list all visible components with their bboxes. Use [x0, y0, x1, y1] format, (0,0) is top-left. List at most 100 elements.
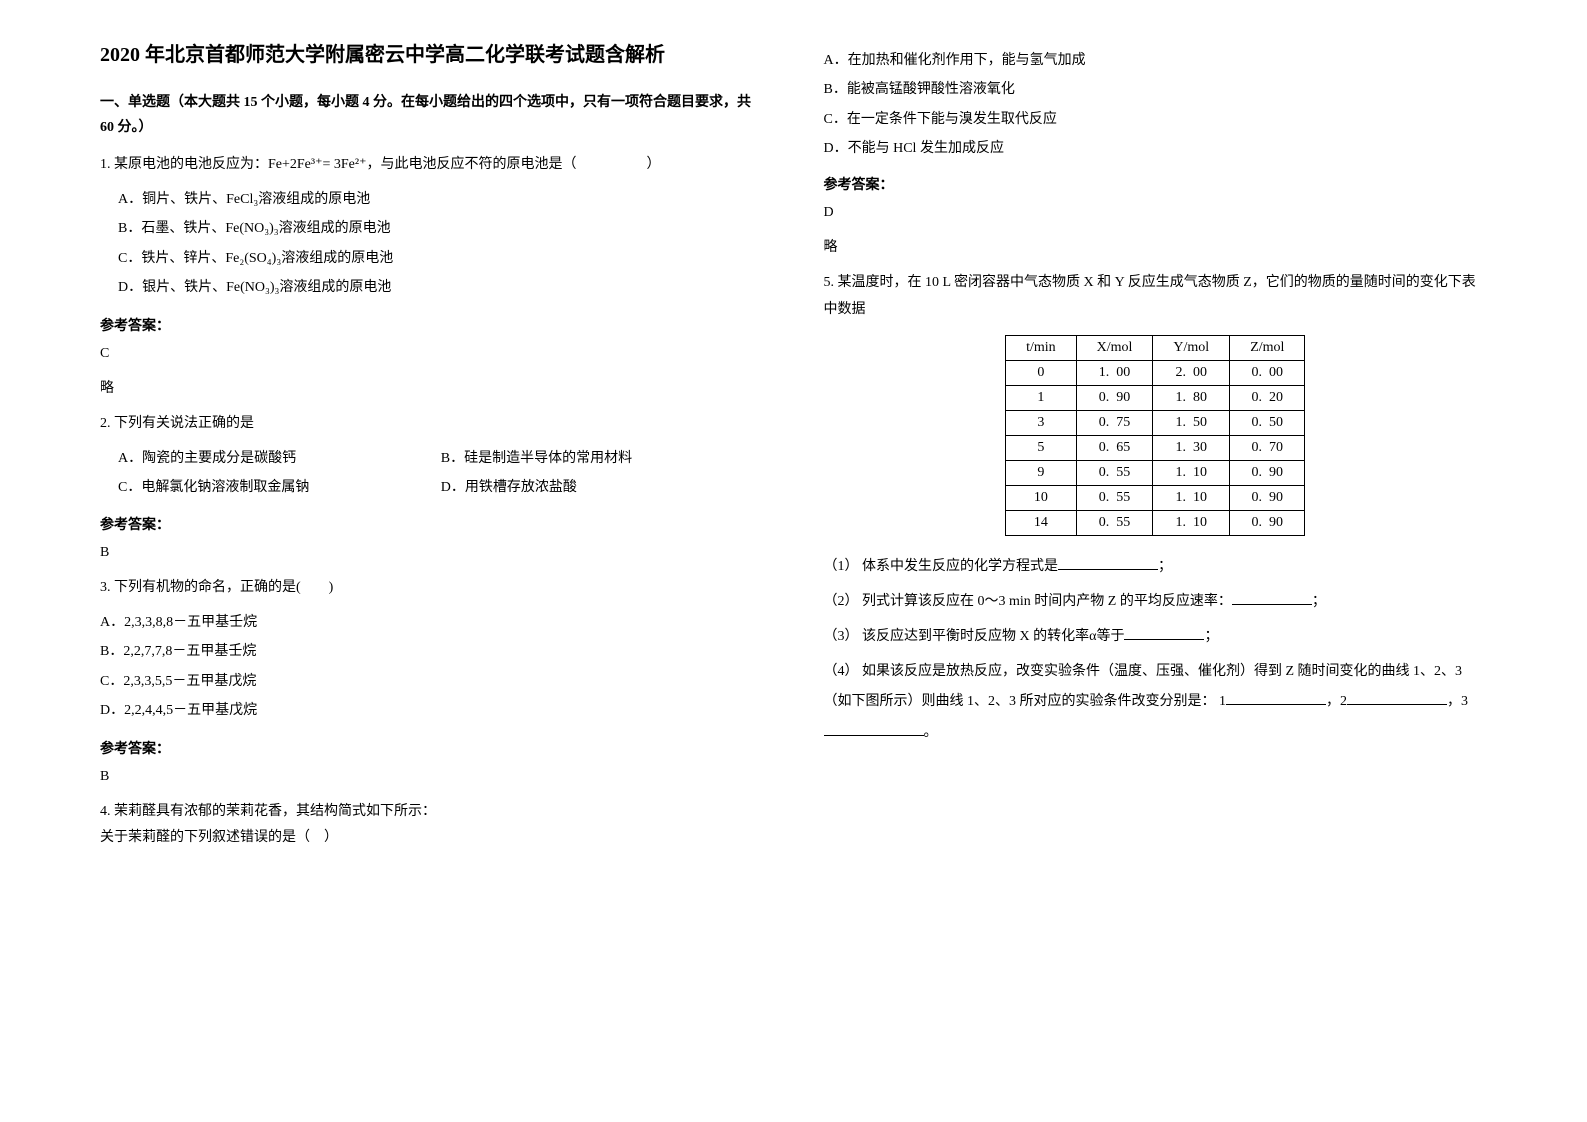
- q5-sub4-e: 。: [924, 725, 938, 740]
- q4-note: 略: [824, 235, 1488, 260]
- th-tmin: t/min: [1006, 336, 1077, 361]
- table-cell: 0. 75: [1076, 411, 1153, 436]
- table-cell: 0. 55: [1076, 511, 1153, 536]
- table-cell: 1. 10: [1153, 486, 1230, 511]
- table-cell: 0. 00: [1230, 361, 1305, 386]
- q4-options: A．在加热和催化剂作用下，能与氢气加成 B．能被高锰酸钾酸性溶液氧化 C．在一定…: [824, 46, 1488, 164]
- q2-opt-a: A．陶瓷的主要成分是碳酸钙: [118, 444, 441, 473]
- q1-answer: C: [100, 341, 764, 366]
- q1-opt-b: B．石墨、铁片、Fe(NO₃)₃溶液组成的原电池: [118, 214, 764, 243]
- q5-sub1-tail: ；: [1158, 559, 1172, 574]
- th-ymol: Y/mol: [1153, 336, 1230, 361]
- table-cell: 0. 90: [1230, 461, 1305, 486]
- q5-sub4-b: 1: [1219, 694, 1226, 709]
- q2-text: 2. 下列有关说法正确的是: [100, 411, 764, 438]
- th-xmol: X/mol: [1076, 336, 1153, 361]
- q4-opt-b: B．能被高锰酸钾酸性溶液氧化: [824, 75, 1488, 104]
- table-cell: 5: [1006, 436, 1077, 461]
- q5-sub4-blank3: [824, 722, 924, 736]
- q5-sub3: （3） 该反应达到平衡时反应物 X 的转化率α等于 ；: [824, 622, 1488, 653]
- q5-sub1: （1） 体系中发生反应的化学方程式是 ；: [824, 552, 1488, 583]
- section1-header: 一、单选题（本大题共 15 个小题，每小题 4 分。在每小题给出的四个选项中，只…: [100, 90, 764, 140]
- q4-opt-c: C．在一定条件下能与溴发生取代反应: [824, 105, 1488, 134]
- question-3: 3. 下列有机物的命名，正确的是( ) A．2,3,3,8,8－五甲基壬烷 B．…: [100, 575, 764, 725]
- q5-sub3-text: （3） 该反应达到平衡时反应物 X 的转化率α等于: [824, 629, 1125, 644]
- table-cell: 1. 00: [1076, 361, 1153, 386]
- table-header-row: t/min X/mol Y/mol Z/mol: [1006, 336, 1305, 361]
- q2-opt-b: B．硅是制造半导体的常用材料: [441, 444, 764, 473]
- q1-opt-c: C．铁片、锌片、Fe₂(SO₄)₃溶液组成的原电池: [118, 244, 764, 273]
- table-cell: 0: [1006, 361, 1077, 386]
- q3-answer: B: [100, 764, 764, 789]
- table-cell: 0. 65: [1076, 436, 1153, 461]
- question-5: 5. 某温度时，在 10 L 密闭容器中气态物质 X 和 Y 反应生成气态物质 …: [824, 270, 1488, 323]
- q1-opt-d: D．银片、铁片、Fe(NO₃)₃溶液组成的原电池: [118, 273, 764, 302]
- q3-opt-a: A．2,3,3,8,8－五甲基壬烷: [100, 608, 764, 637]
- q3-opt-b: B．2,2,7,7,8－五甲基壬烷: [100, 637, 764, 666]
- table-cell: 3: [1006, 411, 1077, 436]
- q5-sub4-d: ，3: [1447, 694, 1468, 709]
- q4-answer-label: 参考答案：: [824, 174, 1488, 194]
- q5-sub2-tail: ；: [1312, 594, 1326, 609]
- q1-text: 1. 某原电池的电池反应为：Fe+2Fe³⁺= 3Fe²⁺，与此电池反应不符的原…: [100, 152, 764, 179]
- q1-options: A．铜片、铁片、FeCl₃溶液组成的原电池 B．石墨、铁片、Fe(NO₃)₃溶液…: [100, 185, 764, 303]
- q5-text: 5. 某温度时，在 10 L 密闭容器中气态物质 X 和 Y 反应生成气态物质 …: [824, 270, 1488, 323]
- q3-text: 3. 下列有机物的命名，正确的是( ): [100, 575, 764, 602]
- q4-opt-a: A．在加热和催化剂作用下，能与氢气加成: [824, 46, 1488, 75]
- q3-opt-c: C．2,3,3,5,5－五甲基戊烷: [100, 667, 764, 696]
- q5-sub4-c: ，2: [1326, 694, 1347, 709]
- table-cell: 1. 50: [1153, 411, 1230, 436]
- q5-sub3-blank: [1124, 626, 1204, 640]
- q2-opt-c: C．电解氯化钠溶液制取金属钠: [118, 473, 441, 502]
- q5-sub1-blank: [1058, 556, 1158, 570]
- table-cell: 14: [1006, 511, 1077, 536]
- q2-answer: B: [100, 540, 764, 565]
- table-cell: 0. 90: [1230, 486, 1305, 511]
- q4-text2: 关于茉莉醛的下列叙述错误的是（ ）: [100, 825, 764, 852]
- q2-options: A．陶瓷的主要成分是碳酸钙 B．硅是制造半导体的常用材料 C．电解氯化钠溶液制取…: [100, 444, 764, 503]
- table-row: 50. 651. 300. 70: [1006, 436, 1305, 461]
- q3-answer-label: 参考答案：: [100, 738, 764, 758]
- table-cell: 0. 90: [1076, 386, 1153, 411]
- q5-sub4: （4） 如果该反应是放热反应，改变实验条件（温度、压强、催化剂）得到 Z 随时间…: [824, 657, 1488, 749]
- q4-answer: D: [824, 200, 1488, 225]
- table-cell: 0. 20: [1230, 386, 1305, 411]
- q5-sub2: （2） 列式计算该反应在 0～3 min 时间内产物 Z 的平均反应速率： ；: [824, 587, 1488, 618]
- table-cell: 10: [1006, 486, 1077, 511]
- table-row: 10. 901. 800. 20: [1006, 386, 1305, 411]
- table-cell: 1. 30: [1153, 436, 1230, 461]
- q5-sub4-blank2: [1347, 691, 1447, 705]
- q2-opt-d: D．用铁槽存放浓盐酸: [441, 473, 764, 502]
- doc-title: 2020 年北京首都师范大学附属密云中学高二化学联考试题含解析: [100, 40, 764, 70]
- q2-answer-label: 参考答案：: [100, 514, 764, 534]
- q5-sub4-blank1: [1226, 691, 1326, 705]
- q5-table: t/min X/mol Y/mol Z/mol 01. 002. 000. 00…: [1005, 335, 1305, 536]
- table-row: 01. 002. 000. 00: [1006, 361, 1305, 386]
- th-zmol: Z/mol: [1230, 336, 1305, 361]
- q3-opt-d: D．2,2,4,4,5－五甲基戊烷: [100, 696, 764, 725]
- table-row: 90. 551. 100. 90: [1006, 461, 1305, 486]
- table-cell: 9: [1006, 461, 1077, 486]
- q5-table-body: 01. 002. 000. 0010. 901. 800. 2030. 751.…: [1006, 361, 1305, 536]
- table-cell: 0. 55: [1076, 486, 1153, 511]
- question-1: 1. 某原电池的电池反应为：Fe+2Fe³⁺= 3Fe²⁺，与此电池反应不符的原…: [100, 152, 764, 302]
- q3-options: A．2,3,3,8,8－五甲基壬烷 B．2,2,7,7,8－五甲基壬烷 C．2,…: [100, 608, 764, 726]
- table-cell: 0. 55: [1076, 461, 1153, 486]
- table-cell: 1. 10: [1153, 511, 1230, 536]
- table-row: 30. 751. 500. 50: [1006, 411, 1305, 436]
- q1-answer-label: 参考答案：: [100, 315, 764, 335]
- question-4-intro: 4. 茉莉醛具有浓郁的茉莉花香，其结构简式如下所示： 关于茉莉醛的下列叙述错误的…: [100, 799, 764, 852]
- table-cell: 0. 50: [1230, 411, 1305, 436]
- q5-sub1-text: （1） 体系中发生反应的化学方程式是: [824, 559, 1059, 574]
- table-cell: 1. 10: [1153, 461, 1230, 486]
- table-cell: 0. 70: [1230, 436, 1305, 461]
- q4-opt-d: D．不能与 HCl 发生加成反应: [824, 134, 1488, 163]
- table-row: 140. 551. 100. 90: [1006, 511, 1305, 536]
- table-cell: 2. 00: [1153, 361, 1230, 386]
- q5-sub3-tail: ；: [1204, 629, 1218, 644]
- q5-sub2-text: （2） 列式计算该反应在 0～3 min 时间内产物 Z 的平均反应速率：: [824, 594, 1232, 609]
- table-cell: 1: [1006, 386, 1077, 411]
- table-cell: 0. 90: [1230, 511, 1305, 536]
- q5-sub2-blank: [1232, 591, 1312, 605]
- q1-opt-a: A．铜片、铁片、FeCl₃溶液组成的原电池: [118, 185, 764, 214]
